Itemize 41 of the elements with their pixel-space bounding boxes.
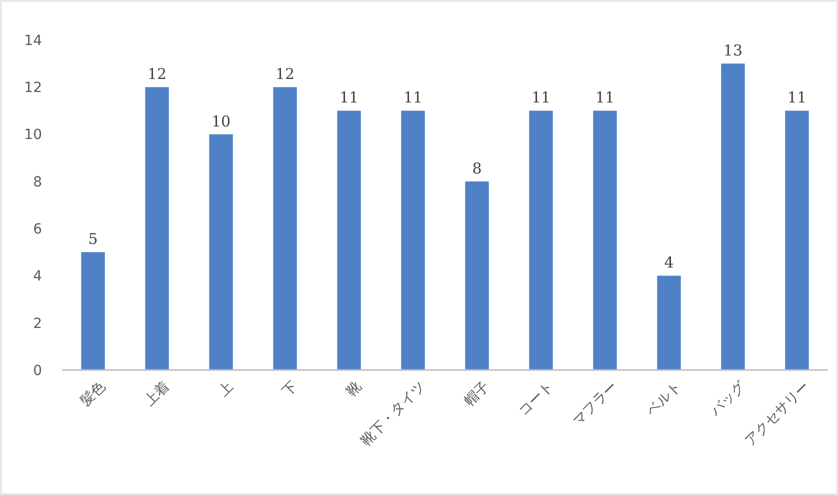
- y-tick-label: 12: [24, 80, 42, 96]
- x-tick-label: ベルト: [644, 378, 685, 420]
- y-tick-label: 2: [33, 316, 42, 332]
- x-tick-label: コート: [516, 378, 557, 420]
- x-tick-label: 上着: [142, 378, 173, 410]
- bar: [401, 110, 425, 370]
- bar: [529, 110, 553, 370]
- x-tick-label: 靴: [344, 378, 365, 400]
- y-tick-label: 4: [33, 268, 42, 285]
- bar: [785, 110, 809, 370]
- data-label: 13: [723, 42, 743, 60]
- bar: [337, 110, 361, 370]
- bar: [81, 252, 105, 370]
- data-label: 8: [472, 159, 482, 178]
- bar: [465, 181, 489, 370]
- data-label: 11: [595, 88, 615, 107]
- y-tick-label: 14: [24, 32, 42, 49]
- data-label: 10: [211, 112, 231, 130]
- x-tick-label: 髪色: [78, 378, 109, 410]
- data-label: 11: [531, 88, 551, 107]
- x-tick-label: 下: [280, 378, 301, 400]
- x-tick-label: マフラー: [570, 378, 621, 430]
- bar: [209, 134, 233, 370]
- y-tick-label: 6: [33, 221, 42, 238]
- data-label: 4: [664, 254, 674, 272]
- y-tick-label: 10: [24, 127, 42, 144]
- data-label: 11: [339, 88, 359, 107]
- y-tick-label: 8: [33, 174, 42, 190]
- data-label: 5: [88, 230, 98, 248]
- bar: [273, 87, 297, 370]
- data-label: 12: [275, 65, 295, 84]
- bar: [145, 87, 169, 370]
- data-label: 11: [403, 88, 423, 107]
- x-tick-label: 帽子: [462, 378, 493, 410]
- y-tick-label: 0: [33, 362, 42, 379]
- bar: [593, 110, 617, 370]
- bar: [721, 64, 745, 370]
- data-label: 11: [787, 88, 807, 107]
- x-tick-label: 上: [216, 378, 237, 400]
- data-label: 12: [147, 65, 167, 84]
- bar: [657, 276, 681, 370]
